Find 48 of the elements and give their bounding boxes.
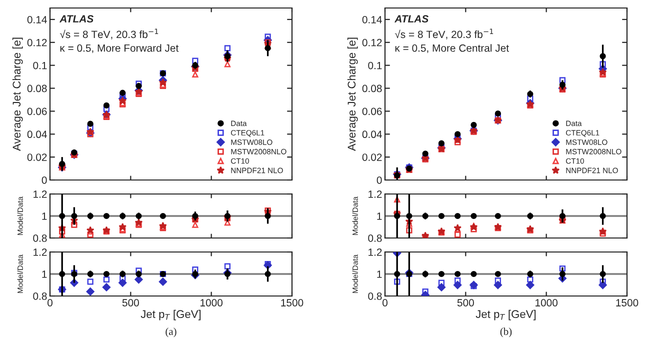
annotation: κ = 0.5, More Forward Jet [60,44,179,53]
annotation: ATLAS [59,15,94,23]
x-tick-label: 1500 [616,299,638,306]
annotation: √s = 8 TeV, 20.3 fb$^{−1}$ [394,28,494,40]
y-tick-label: 1 [42,270,47,278]
y-tick-label: 0.12 [362,38,382,46]
annotation: κ = 0.5, More Central Jet [395,44,509,53]
y-tick-label: 0.02 [362,154,382,161]
y-tick-label: 0.8 [33,292,47,300]
annotation: √s = 8 TeV, 20.3 fb$^{−1}$ [60,28,158,40]
y-tick-label: 0.14 [362,16,382,24]
y-tick-label: 1.2 [368,190,382,198]
x-tick-label: 1000 [536,299,558,306]
x-tick-label: 500 [122,299,139,306]
x-tick-label: 1500 [281,299,304,306]
y-axis-title: Average Jet Charge [e] [12,38,23,152]
y-tick-label: 0.08 [362,84,382,92]
y-tick-label: 0.06 [362,108,382,116]
annotation: ATLAS [394,15,429,23]
y-tick-label: 1 [377,270,382,278]
x-axis-title: Jet p$_{T}$ [GeV] [140,310,201,320]
y-tick-label: 0 [376,176,382,184]
y-tick-label: 0.8 [368,292,382,300]
x-axis-title: Jet p$_{T}$ [GeV] [476,310,536,320]
y-tick-label: 0.1 [368,62,382,70]
text: (b) [500,328,512,338]
y-tick-label: 1.2 [34,190,47,198]
y-tick-label: 0.12 [27,38,47,46]
y-tick-label: 1 [42,212,47,220]
x-tick-label: 0 [48,299,52,306]
x-tick-label: 0 [382,299,388,306]
y-axis-title: Average Jet Charge [e] [347,38,358,152]
y-tick-label: 0.1 [33,62,47,70]
y-tick-label: 0.04 [27,130,47,138]
x-tick-label: 500 [457,299,474,306]
y-tick-label: 0.08 [27,84,47,92]
x-tick-label: 1000 [200,299,223,306]
y-tick-label: 0.02 [27,154,47,161]
y-tick-label: 0 [42,176,47,184]
y-tick-label: 0.06 [27,108,47,116]
y-tick-label: 0.04 [362,130,382,138]
y-tick-label: 1 [377,212,382,220]
y-tick-label: 1.2 [34,248,47,256]
y-tick-label: 0.8 [33,234,47,242]
text: (a) [166,328,176,338]
y-tick-label: 1.2 [368,248,382,256]
y-tick-label: 0.8 [368,234,382,242]
y-tick-label: 0.14 [27,16,47,24]
